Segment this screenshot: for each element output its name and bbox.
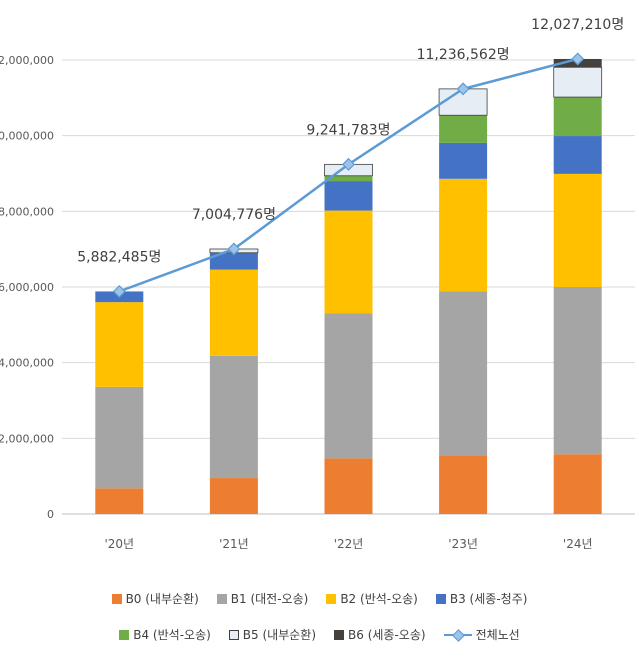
bar-segment [324,313,373,459]
bar-segment [95,488,144,514]
bar-segment [553,136,602,174]
legend-label-b1: B1 (대전-오송) [230,592,309,606]
line-point [227,242,241,256]
bar-segment [209,478,258,514]
bar-segment [439,455,488,514]
data-labels: 5,882,485명 7,004,776명 9,241,783명 11,236,562… [77,17,624,265]
y-tick-label: 4,000,000 [0,357,54,370]
bar-segment [95,302,144,387]
bar-segment [324,210,373,314]
line-point [456,82,470,96]
total-line [112,52,585,298]
legend-line-swatch [443,630,472,640]
bar-segment [553,97,602,137]
legend-swatch-b3 [435,593,446,604]
legend-item-b3: B3 (세종-청주) [435,590,528,607]
data-label: 12,027,210명 [531,17,624,33]
line-point [112,284,126,298]
bar-segment [324,181,373,211]
x-tick-label: '20년 [104,537,134,551]
legend-item-b6: B6 (세종-오송) [334,626,426,643]
bars [95,58,603,514]
bar-segment [95,386,144,489]
y-tick-label: 10,000,000 [0,130,54,143]
legend-item-b2: B2 (반석-오송) [326,590,418,607]
x-tick-label: '23년 [448,537,478,551]
legend-swatch-b6 [334,629,345,640]
bar-segment [553,173,602,287]
bar-segment [439,142,488,179]
legend-item-b4: B4 (반석-오송) [119,626,211,643]
chart: 0 2,000,000 4,000,000 6,000,000 8,000,000 10,… [0,17,635,551]
y-tick-label: 12,000,000 [0,54,54,67]
bar-segment [324,458,373,514]
bar-segment [439,178,488,292]
legend-label-b3: B3 (세종-청주) [449,592,528,606]
y-tick-label: 6,000,000 [0,281,54,294]
legend-item-b1: B1 (대전-오송) [216,590,309,607]
data-label: 11,236,562명 [417,47,510,63]
legend-label-b0: B0 (내부순환) [125,592,199,606]
bar-segment [553,287,602,455]
bar-segment [209,252,258,270]
bar-segment [439,291,488,456]
bar-segment [209,269,258,356]
legend-row-2: B4 (반석-오송) B5 (내부순환) B6 (세종-오송) 전체노선 [0,626,639,643]
legend-swatch-b5 [228,629,239,640]
y-tick-label: 0 [47,508,54,521]
bar-segment [439,115,488,143]
x-tick-label: '24년 [563,537,593,551]
legend-label-b6: B6 (세종-오송) [348,628,426,642]
data-label: 5,882,485명 [77,249,161,265]
legend-label-total: 전체노선 [475,628,520,642]
bar-segment [553,66,603,98]
legend-item-total: 전체노선 [443,626,520,643]
y-tick-label: 8,000,000 [0,205,54,218]
legend-item-b0: B0 (내부순환) [111,590,199,607]
y-axis: 0 2,000,000 4,000,000 6,000,000 8,000,000 10,… [0,54,54,521]
legend-item-b5: B5 (내부순환) [228,626,317,643]
bar-segment [209,355,258,479]
y-tick-label: 2,000,000 [0,432,54,445]
x-axis: '20년 '21년 '22년 '23년 '24년 [104,537,592,551]
line-point [571,52,585,66]
legend-swatch-b1 [216,593,227,604]
legend-swatch-b0 [111,593,122,604]
bar-segment [324,175,373,182]
line-point [341,157,356,171]
x-tick-label: '21년 [219,537,249,551]
legend-label-b5: B5 (내부순환) [242,628,317,642]
x-tick-label: '22년 [334,537,364,551]
bar-segment [553,454,602,514]
data-label: 9,241,783명 [306,122,390,138]
legend-label-b4: B4 (반석-오송) [133,628,211,642]
legend-swatch-b2 [326,593,337,604]
data-label: 7,004,776명 [192,207,276,223]
legend-row-1: B0 (내부순환) B1 (대전-오송) B2 (반석-오송) B3 (세종-청… [0,590,639,607]
legend-label-b2: B2 (반석-오송) [340,592,418,606]
legend-swatch-b4 [119,629,130,640]
